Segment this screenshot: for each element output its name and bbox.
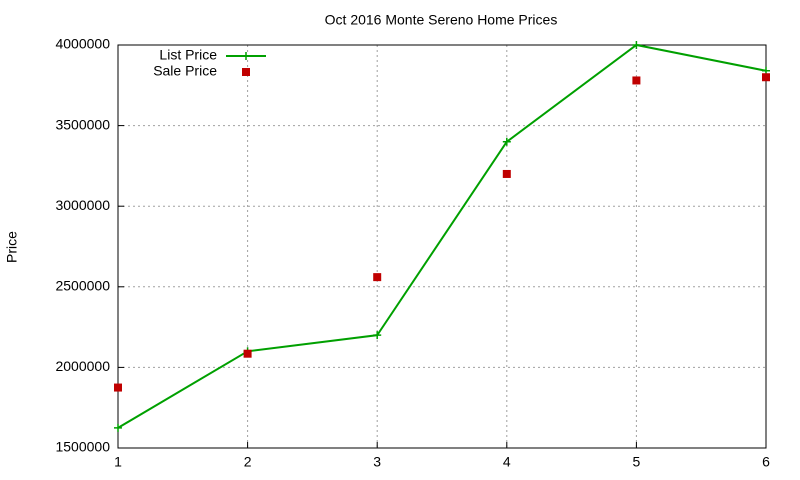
- x-tick-label: 1: [114, 454, 122, 470]
- y-axis-label: Price: [4, 231, 20, 263]
- x-tick-label: 4: [503, 454, 511, 470]
- point: [632, 76, 641, 85]
- y-tick-label: 4000000: [55, 36, 110, 52]
- y-tick-label: 2500000: [55, 278, 110, 294]
- point: [373, 331, 382, 340]
- legend-label: Sale Price: [153, 63, 217, 79]
- legend-marker: [242, 52, 250, 60]
- legend-label: List Price: [159, 47, 217, 63]
- point: [632, 41, 641, 49]
- point: [114, 423, 122, 432]
- legend-marker: [242, 68, 250, 76]
- chart-title: Oct 2016 Monte Sereno Home Prices: [325, 12, 558, 28]
- x-tick-label: 5: [633, 454, 641, 470]
- y-tick-label: 3000000: [55, 197, 110, 213]
- point: [502, 137, 511, 146]
- point: [762, 73, 770, 82]
- y-tick-label: 1500000: [55, 439, 110, 455]
- point: [114, 383, 122, 392]
- y-tick-label: 2000000: [55, 358, 110, 374]
- x-tick-label: 6: [762, 454, 770, 470]
- point: [502, 169, 511, 178]
- plot-border: [117, 44, 767, 449]
- data-line: [117, 43, 767, 429]
- point: [373, 273, 382, 282]
- x-tick-label: 3: [373, 454, 381, 470]
- y-tick-label: 3500000: [55, 116, 110, 132]
- x-tick-label: 2: [244, 454, 252, 470]
- point: [243, 349, 252, 358]
